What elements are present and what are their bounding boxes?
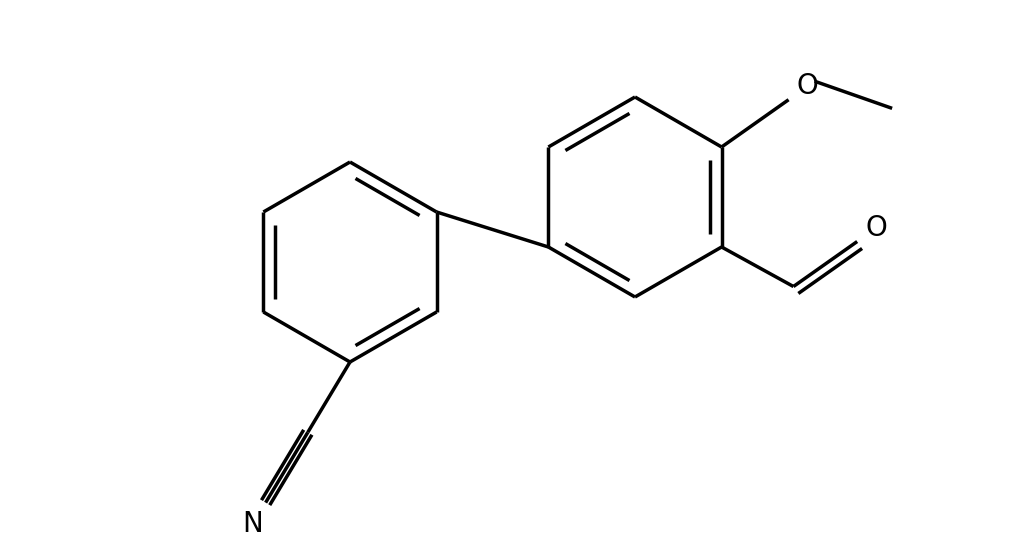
Text: O: O xyxy=(865,214,887,242)
Text: N: N xyxy=(242,510,263,538)
Text: O: O xyxy=(796,72,818,100)
